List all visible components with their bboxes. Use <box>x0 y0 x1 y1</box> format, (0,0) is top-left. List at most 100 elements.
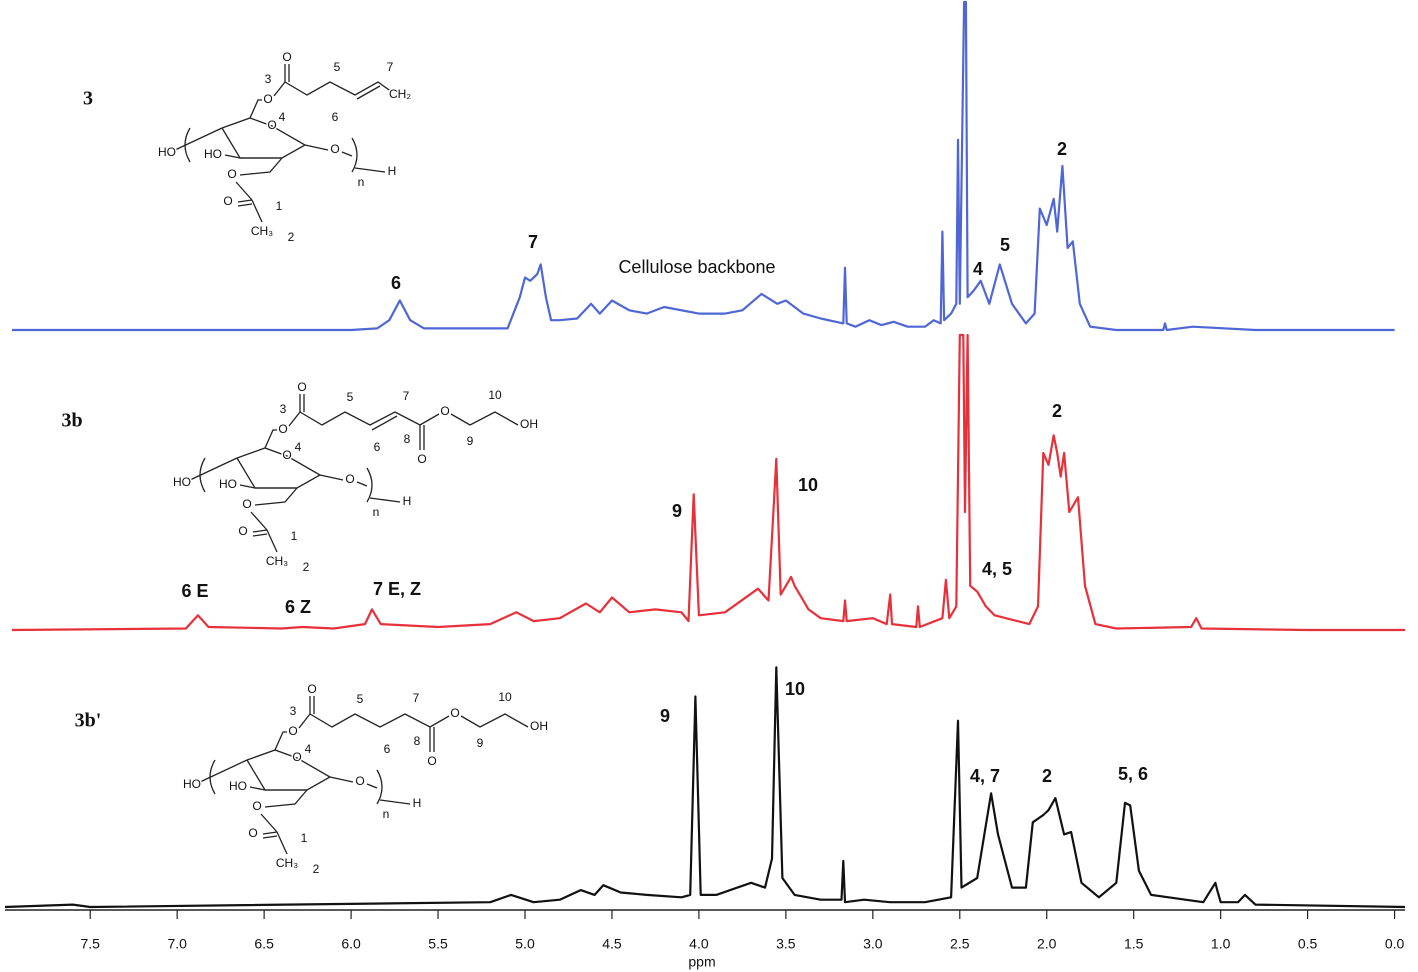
peak-label: 7 <box>528 232 538 252</box>
bond <box>450 411 519 426</box>
bond <box>266 529 278 553</box>
atom-label: O <box>417 452 426 466</box>
atom-label: O <box>288 724 297 738</box>
bond <box>260 813 278 833</box>
bond <box>356 85 381 100</box>
atom-label: 3 <box>265 72 272 86</box>
atom-label: 1 <box>276 199 283 213</box>
atom-label: O <box>238 524 247 538</box>
bracket <box>351 137 358 173</box>
x-tick-label: 1.0 <box>1211 936 1231 952</box>
bond <box>288 411 301 427</box>
x-tick-label: 3.5 <box>776 936 796 952</box>
x-tick-label: 0.5 <box>1298 936 1318 952</box>
bond <box>239 157 283 176</box>
bond <box>299 411 440 426</box>
atom-label: O <box>427 754 436 768</box>
peak-label: 2 <box>1042 766 1052 786</box>
atom-label: O <box>278 422 287 436</box>
bond <box>174 127 223 151</box>
peak-label: 5 <box>1000 235 1010 255</box>
atom-label: O <box>330 142 339 156</box>
bond <box>319 474 344 481</box>
bond <box>252 533 268 537</box>
atom-label: 3 <box>290 704 297 718</box>
x-tick-label: 4.0 <box>689 936 709 952</box>
bracket <box>184 127 191 163</box>
x-tick-label: 2.0 <box>1037 936 1057 952</box>
x-tick-label: 3.0 <box>863 936 883 952</box>
atom-label: O <box>282 448 291 462</box>
compound-label: 3b' <box>75 710 102 732</box>
bond <box>264 429 277 449</box>
spectrum <box>12 0 1395 332</box>
peak-label: 6 E <box>181 581 208 601</box>
bond <box>254 487 298 506</box>
atom-label: H <box>388 164 397 178</box>
bond <box>341 151 353 157</box>
bond <box>249 99 262 119</box>
atom-label: 3 <box>280 402 287 416</box>
spectrum <box>4 666 1406 909</box>
peak-label: 10 <box>798 475 818 495</box>
bond <box>276 831 288 855</box>
atom-label: O <box>267 118 276 132</box>
bond <box>298 713 311 729</box>
atom-label: 2 <box>288 230 295 244</box>
atom-label: O <box>297 380 306 394</box>
x-axis-label: ppm <box>688 954 715 970</box>
x-tick-label: 5.0 <box>515 936 535 952</box>
x-tick-label: 5.5 <box>428 936 448 952</box>
ring <box>221 117 307 159</box>
atom-label: H <box>403 494 412 508</box>
bond <box>371 415 398 431</box>
atom-label: O <box>345 472 354 486</box>
x-tick-label: 1.5 <box>1124 936 1144 952</box>
bond <box>284 81 393 96</box>
atom-label: 5 <box>357 692 364 706</box>
compound-label: 3b <box>61 410 82 432</box>
peak-label: 10 <box>785 679 805 699</box>
atom-label: O <box>440 404 449 418</box>
bond <box>249 786 266 791</box>
x-tick-label: 0.0 <box>1385 936 1405 952</box>
atom-label: O <box>227 167 236 181</box>
bond <box>237 203 253 207</box>
atom-label: 6 <box>374 440 381 454</box>
peak-label: 2 <box>1052 401 1062 421</box>
bond <box>264 789 308 808</box>
atom-label: 9 <box>477 736 484 750</box>
bond <box>224 154 241 159</box>
bracket <box>209 759 216 795</box>
atom-label: HO <box>173 475 191 489</box>
x-tick-label: 6.0 <box>341 936 361 952</box>
atom-label: HO <box>158 145 176 159</box>
atom-label: n <box>373 505 380 519</box>
peak-label: 4, 5 <box>982 559 1012 579</box>
atom-label: 7 <box>403 389 410 403</box>
atom-label: OH <box>520 417 538 431</box>
atom-label: O <box>242 497 251 511</box>
ring <box>236 447 322 489</box>
bond <box>273 81 286 97</box>
bond <box>235 181 253 201</box>
atom-label: O <box>223 194 232 208</box>
bond <box>199 759 248 783</box>
bond <box>366 783 378 789</box>
bond <box>262 831 278 835</box>
atom-label: O <box>292 750 301 764</box>
atom-label: 8 <box>414 734 421 748</box>
atom-label: HO <box>204 147 222 161</box>
peak-label: Cellulose backbone <box>618 257 775 277</box>
bond <box>189 457 238 481</box>
atom-label: 9 <box>467 434 474 448</box>
bond <box>250 511 268 531</box>
atom-label: 2 <box>313 862 320 876</box>
peak-label: 2 <box>1057 139 1067 159</box>
peak-label: 4 <box>973 259 983 279</box>
compound-label: 3 <box>83 88 93 110</box>
atom-label: 6 <box>384 742 391 756</box>
peak-label: 9 <box>672 501 682 521</box>
